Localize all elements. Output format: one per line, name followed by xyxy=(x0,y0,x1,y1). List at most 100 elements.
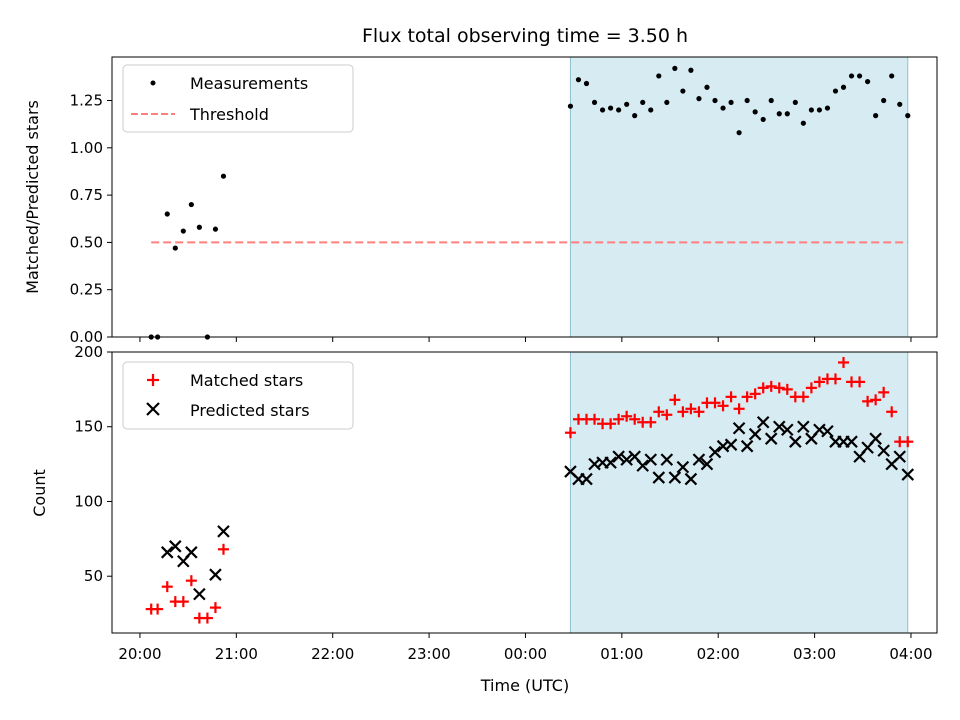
count-x-axis: 20:00 21:00 22:00 23:00 00:00 01:00 02:00 03:00… xyxy=(118,633,933,663)
x-axis-title: Time (UTC) xyxy=(480,676,569,695)
measurement-point xyxy=(680,88,686,94)
matched-stars-point xyxy=(645,416,657,428)
measurement-point xyxy=(760,116,766,123)
matched-stars-point xyxy=(878,386,890,398)
measurement-point xyxy=(591,99,598,106)
measurement-point xyxy=(196,224,202,230)
measurement-point xyxy=(599,107,606,113)
predicted-stars-point xyxy=(660,453,674,466)
x-tick-label: 20:00 xyxy=(118,645,161,663)
matched-stars-point xyxy=(653,406,665,418)
predicted-stars-point xyxy=(684,472,698,486)
y-tick-label: 0.75 xyxy=(70,186,103,204)
matched-stars-point xyxy=(161,581,173,593)
matched-stars-point xyxy=(886,406,898,418)
matched-stars-point xyxy=(621,410,633,422)
matched-stars-point xyxy=(870,394,882,406)
x-tick-label: 23:00 xyxy=(407,645,450,663)
legend-predicted-label: Predicted stars xyxy=(190,401,310,420)
measurement-point xyxy=(632,113,638,119)
y-tick-label: 200 xyxy=(74,343,103,361)
matched-stars-point xyxy=(217,543,229,555)
predicted-stars-point xyxy=(209,568,222,581)
measurement-point xyxy=(688,67,694,73)
y-tick-label: 150 xyxy=(74,418,103,436)
legend-measurements-marker xyxy=(150,80,156,86)
measurement-point xyxy=(736,130,742,136)
observing-window-highlight-bottom xyxy=(569,351,909,634)
predicted-stars-point xyxy=(781,423,794,437)
y-tick-label: 0.50 xyxy=(70,233,103,251)
predicted-stars-point xyxy=(869,432,882,445)
measurement-point xyxy=(768,97,774,104)
measurement-point xyxy=(616,107,622,113)
measurement-point xyxy=(640,99,646,106)
predicted-stars-point xyxy=(193,587,206,601)
legend-matched-label: Matched stars xyxy=(190,371,303,390)
predicted-stars-point xyxy=(652,471,666,484)
measurement-point xyxy=(840,84,847,90)
measurement-point xyxy=(800,120,806,126)
measurement-point xyxy=(180,228,186,234)
predicted-stars-point xyxy=(708,445,722,459)
matched-stars-point xyxy=(709,397,721,409)
measurement-point xyxy=(881,97,887,104)
predicted-stars-point xyxy=(692,453,706,466)
matched-stars-point xyxy=(669,394,681,406)
matched-stars-point xyxy=(589,413,601,425)
measurement-point xyxy=(752,109,758,115)
measurement-point xyxy=(808,107,814,113)
measurement-point xyxy=(776,111,782,117)
measurement-point xyxy=(832,88,839,94)
matched-stars-point xyxy=(185,575,197,587)
count-panel-frame xyxy=(111,351,938,634)
matched-stars-point xyxy=(797,391,809,403)
matched-stars-point xyxy=(733,403,745,415)
matched-stars-point xyxy=(862,395,874,407)
matched-stars-point xyxy=(661,409,673,421)
predicted-stars-point xyxy=(748,427,762,441)
measurement-point xyxy=(672,65,678,71)
y-tick-label: 1.00 xyxy=(70,139,103,157)
y-tick-label: 0.00 xyxy=(70,328,103,346)
measurement-point xyxy=(905,113,911,119)
predicted-stars-point xyxy=(604,456,617,469)
y-tick-label: 1.25 xyxy=(70,92,103,110)
predicted-stars-point xyxy=(740,439,754,453)
count-legend-box xyxy=(122,361,354,430)
predicted-stars-point xyxy=(217,525,230,538)
predicted-stars-point xyxy=(620,453,633,466)
measurement-point xyxy=(575,77,582,83)
matched-stars-point xyxy=(805,382,817,394)
matched-stars-point xyxy=(605,418,617,430)
predicted-stars-point xyxy=(893,450,907,463)
measurement-point xyxy=(897,101,903,107)
matched-stars-point xyxy=(201,612,213,624)
measurement-point xyxy=(720,105,726,111)
y-tick-label: 50 xyxy=(84,567,103,585)
matched-stars-point xyxy=(838,356,850,368)
measurement-point xyxy=(744,97,750,104)
count-y-axis-title: Count xyxy=(30,469,49,517)
predicted-stars-point xyxy=(700,457,714,471)
predicted-stars-point xyxy=(756,415,770,429)
matched-stars-point xyxy=(781,383,793,395)
measurement-point xyxy=(220,173,227,179)
matched-stars-point xyxy=(613,413,625,425)
legend-predicted-marker xyxy=(146,402,160,416)
chart-title: Flux total observing time = 3.50 h xyxy=(362,25,688,47)
legend-measurements-label: Measurements xyxy=(190,74,308,93)
predicted-stars-point xyxy=(160,546,174,559)
measurement-point xyxy=(567,103,574,109)
ratio-y-axis-title: Matched/Predicted stars xyxy=(23,100,42,294)
predicted-stars-point xyxy=(772,420,786,434)
measurement-point xyxy=(164,211,170,217)
ratio-x-ticks xyxy=(139,337,912,342)
matched-stars-point xyxy=(757,382,769,394)
measurement-point xyxy=(704,84,710,90)
x-tick-label: 02:00 xyxy=(697,645,740,663)
observing-window-highlight-top xyxy=(569,56,909,338)
matched-stars-point xyxy=(177,596,189,608)
predicted-stars-point xyxy=(185,546,198,559)
predicted-stars-point xyxy=(789,435,802,448)
